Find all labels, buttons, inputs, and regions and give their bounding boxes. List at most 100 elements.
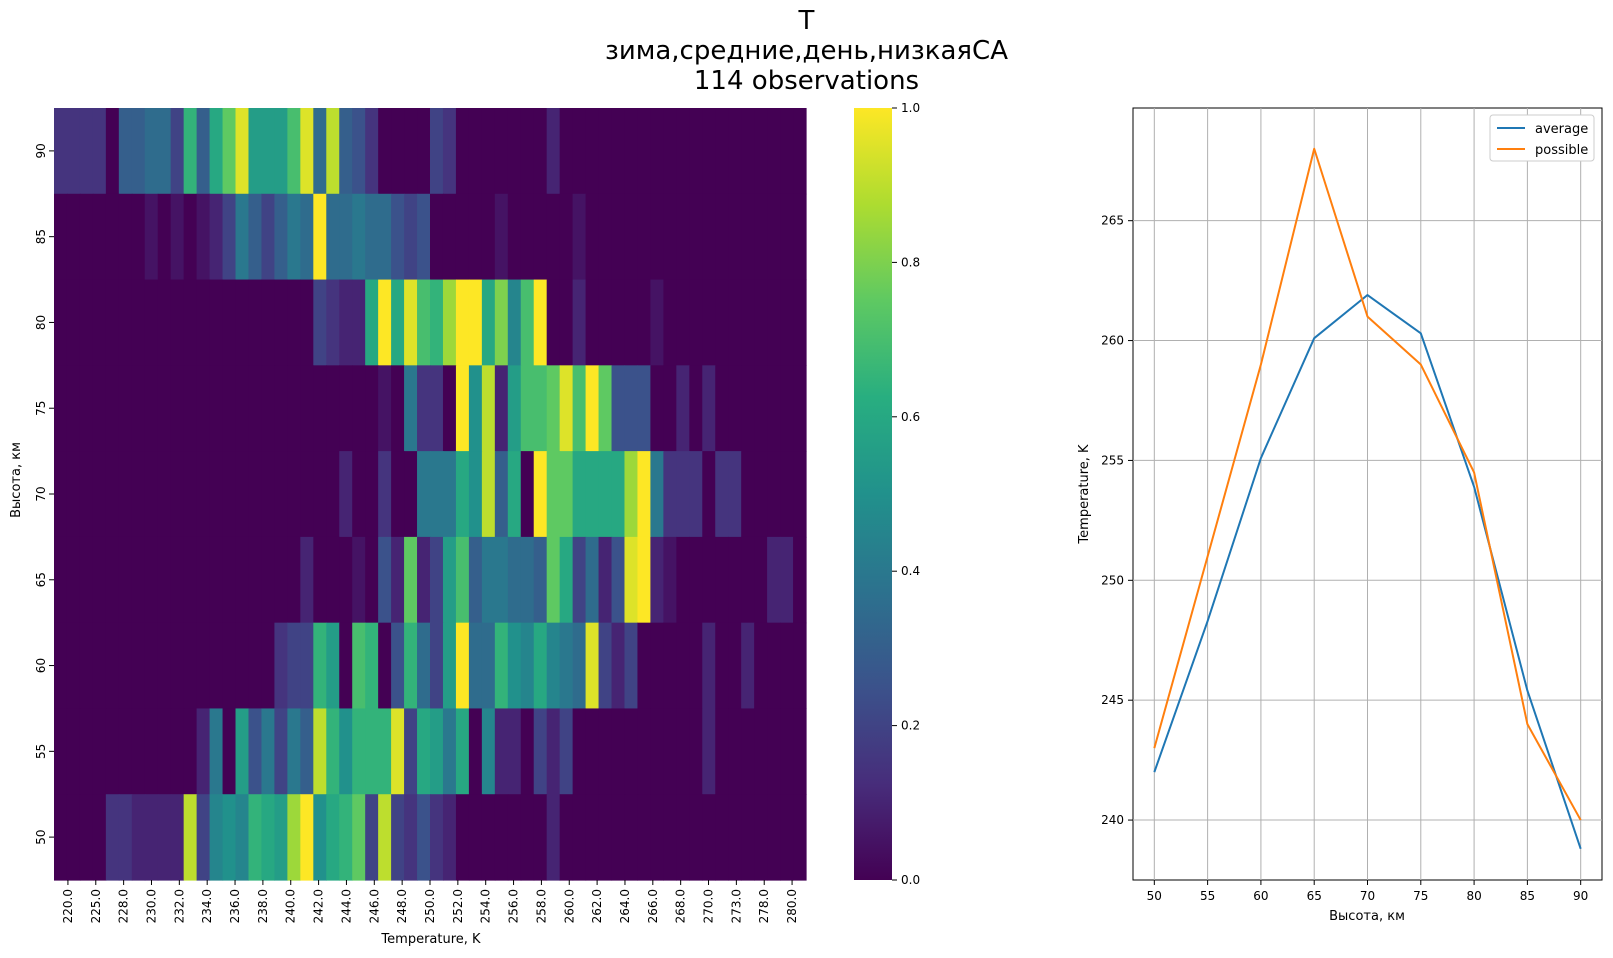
heatmap-cell xyxy=(533,279,548,366)
heatmap-cell xyxy=(611,622,626,710)
heatmap-x-tick-label: 220.0 xyxy=(61,889,75,923)
line-y-tick-label: 245 xyxy=(1101,693,1124,707)
heatmap-cell xyxy=(780,794,794,881)
heatmap-cell xyxy=(131,794,146,881)
heatmap-cell xyxy=(468,622,483,710)
heatmap-cell xyxy=(676,536,690,624)
heatmap-cell xyxy=(248,794,263,881)
heatmap-cell xyxy=(313,279,327,366)
heatmap-cell xyxy=(417,794,431,881)
heatmap-cell xyxy=(520,108,535,195)
heatmap-cell xyxy=(66,365,81,452)
heatmap-cell xyxy=(650,794,664,881)
series-line-average xyxy=(1153,294,1582,850)
heatmap-cell xyxy=(481,279,496,366)
heatmap-cell xyxy=(66,451,81,538)
heatmap-cell xyxy=(533,708,548,795)
colorbar-tick-label: 0.8 xyxy=(901,255,920,269)
colorbar-tick-label: 0.6 xyxy=(901,410,920,424)
heatmap-y-tick-label: 70 xyxy=(34,486,48,501)
heatmap-cell xyxy=(170,794,185,881)
heatmap-cell xyxy=(546,108,561,195)
heatmap-cell xyxy=(170,279,185,366)
heatmap-cell xyxy=(572,279,587,366)
heatmap-cell xyxy=(767,279,781,366)
heatmap-cell xyxy=(209,193,224,281)
heatmap-cell xyxy=(624,708,639,795)
heatmap-cell xyxy=(300,451,314,538)
heatmap-cell xyxy=(715,536,729,624)
heatmap-cell xyxy=(92,451,107,538)
heatmap-cell xyxy=(572,108,587,195)
heatmap-cell xyxy=(741,794,755,881)
heatmap-cell xyxy=(702,708,716,795)
heatmap-cell xyxy=(365,193,379,281)
heatmap-cell xyxy=(430,536,444,624)
heatmap-cell xyxy=(287,794,301,881)
heatmap-cell xyxy=(92,193,107,281)
heatmap-cell xyxy=(170,536,185,624)
heatmap-cell xyxy=(728,451,742,538)
heatmap-x-tick-label: 266.0 xyxy=(646,889,660,923)
heatmap-cell xyxy=(339,451,353,538)
heatmap-x-tick-label: 232.0 xyxy=(172,889,186,923)
heatmap-cell xyxy=(404,108,418,195)
heatmap-cell xyxy=(559,794,574,881)
heatmap-cell xyxy=(780,536,794,624)
heatmap-cell xyxy=(170,193,185,281)
heatmap-cell xyxy=(287,708,301,795)
heatmap-cell xyxy=(598,279,613,366)
heatmap-cell xyxy=(339,193,353,281)
heatmap-cell xyxy=(767,794,781,881)
heatmap-cell xyxy=(378,279,392,366)
heatmap-cell xyxy=(559,451,574,538)
heatmap-cell xyxy=(780,365,794,452)
heatmap-cell xyxy=(754,108,768,195)
heatmap-cell xyxy=(352,708,366,795)
heatmap-cell xyxy=(118,794,133,881)
heatmap-cell xyxy=(144,794,159,881)
heatmap-cell xyxy=(676,365,690,452)
heatmap-cell xyxy=(105,193,120,281)
heatmap-cell xyxy=(455,536,470,624)
heatmap-cell xyxy=(650,365,664,452)
heatmap-cell xyxy=(702,451,716,538)
heatmap-cell xyxy=(793,279,807,366)
heatmap-x-tick-label: 262.0 xyxy=(590,889,604,923)
heatmap-cell xyxy=(170,622,185,710)
heatmap-cell xyxy=(365,536,379,624)
heatmap-cell xyxy=(222,279,237,366)
heatmap-cell xyxy=(326,451,340,538)
heatmap-cell xyxy=(248,193,263,281)
heatmap-cell xyxy=(611,193,626,281)
heatmap-cell xyxy=(417,279,431,366)
heatmap-cell xyxy=(572,622,587,710)
heatmap-x-tick-label: 280.0 xyxy=(785,889,799,923)
heatmap-x-tick-label: 230.0 xyxy=(144,889,158,923)
heatmap-cell xyxy=(391,794,405,881)
colorbar-ticks: 0.0 0.2 0.4 0.6 0.8 1.0 xyxy=(892,101,920,887)
heatmap-cell xyxy=(118,536,133,624)
heatmap-cell xyxy=(79,108,94,195)
heatmap-cell xyxy=(391,193,405,281)
heatmap-y-tick-label: 90 xyxy=(34,143,48,158)
heatmap-cell xyxy=(780,708,794,795)
heatmap-cell xyxy=(624,794,639,881)
heatmap-cell xyxy=(222,536,237,624)
heatmap-cell xyxy=(222,365,237,452)
heatmap-cell xyxy=(378,794,392,881)
heatmap-cell xyxy=(417,193,431,281)
line-y-tick-label: 255 xyxy=(1101,453,1124,467)
heatmap-cell xyxy=(209,279,224,366)
heatmap-cell xyxy=(326,708,340,795)
heatmap-cell xyxy=(261,622,276,710)
heatmap-cell xyxy=(274,708,288,795)
heatmap-cell xyxy=(144,708,159,795)
heatmap-cell xyxy=(676,193,690,281)
heatmap-cell xyxy=(637,794,652,881)
heatmap-cell xyxy=(183,451,198,538)
heatmap-cell xyxy=(663,365,677,452)
heatmap-cell xyxy=(430,193,444,281)
heatmap-cell xyxy=(442,279,457,366)
